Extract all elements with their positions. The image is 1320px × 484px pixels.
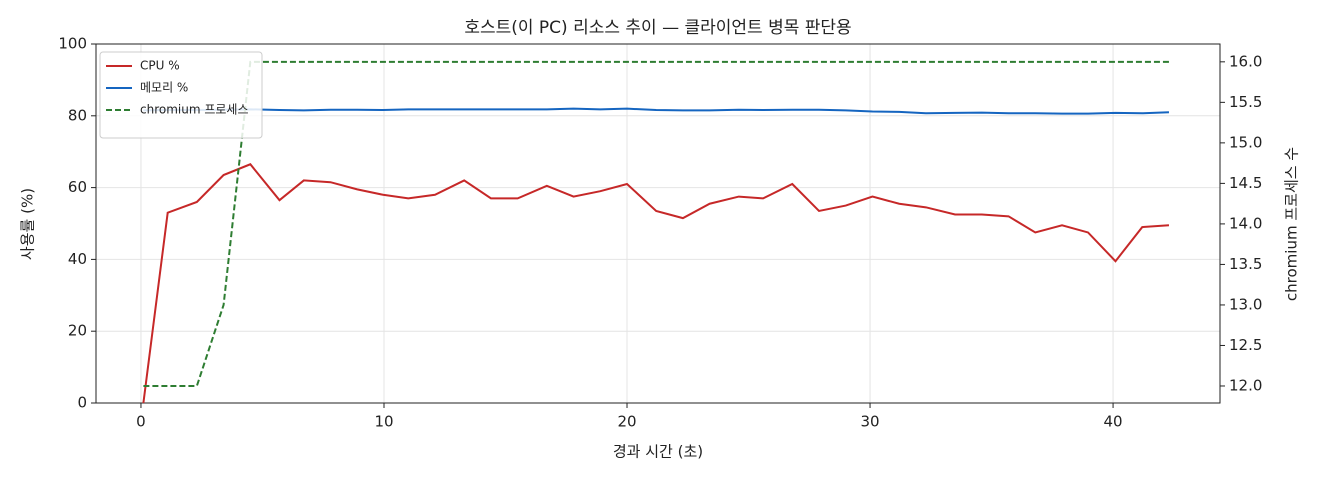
x-axis-label: 경과 시간 (초) [613, 443, 703, 461]
y2-tick-label: 15.0 [1229, 133, 1262, 151]
y-tick-label: 40 [68, 250, 87, 268]
x-tick-label: 20 [617, 413, 636, 431]
y-axis-label: 사용률 (%) [19, 188, 37, 260]
y2-tick-label: 12.5 [1229, 336, 1262, 354]
y2-tick-label: 16.0 [1229, 52, 1262, 70]
legend-box [99, 51, 263, 139]
y2-tick-label: 14.5 [1229, 174, 1262, 192]
y2-tick-label: 13.5 [1229, 255, 1262, 273]
series-line [143, 107, 1170, 115]
series-line [143, 60, 1169, 387]
y2-tick-label: 15.5 [1229, 93, 1262, 111]
x-tick-label: 0 [136, 413, 146, 431]
x-tick-label: 10 [374, 413, 393, 431]
legend-label: CPU % [140, 59, 180, 73]
legend: CPU % 메모리 % chromium 프로세스 [99, 51, 263, 139]
y-tick-label: 0 [77, 394, 87, 412]
chart-title: 호스트(이 PC) 리소스 추이 — 클라이언트 병목 판단용 [464, 18, 851, 38]
x-tick-label: 40 [1104, 413, 1123, 431]
y-tick-label: 20 [68, 322, 87, 340]
y-tick-label: 60 [68, 178, 87, 196]
legend-label: 메모리 % [140, 81, 188, 95]
x-tick-label: 30 [860, 413, 879, 431]
y2-tick-label: 14.0 [1229, 214, 1262, 232]
y2-tick-label: 12.0 [1229, 376, 1262, 394]
series-line [142, 163, 1170, 404]
y2-tick-label: 13.0 [1229, 295, 1262, 313]
y-tick-label: 80 [68, 106, 87, 124]
y-tick-label: 100 [58, 35, 87, 53]
plot-frame [95, 43, 1221, 404]
legend-label: chromium 프로세스 [140, 103, 249, 117]
y2-axis-label: chromium 프로세스 수 [1283, 147, 1301, 301]
